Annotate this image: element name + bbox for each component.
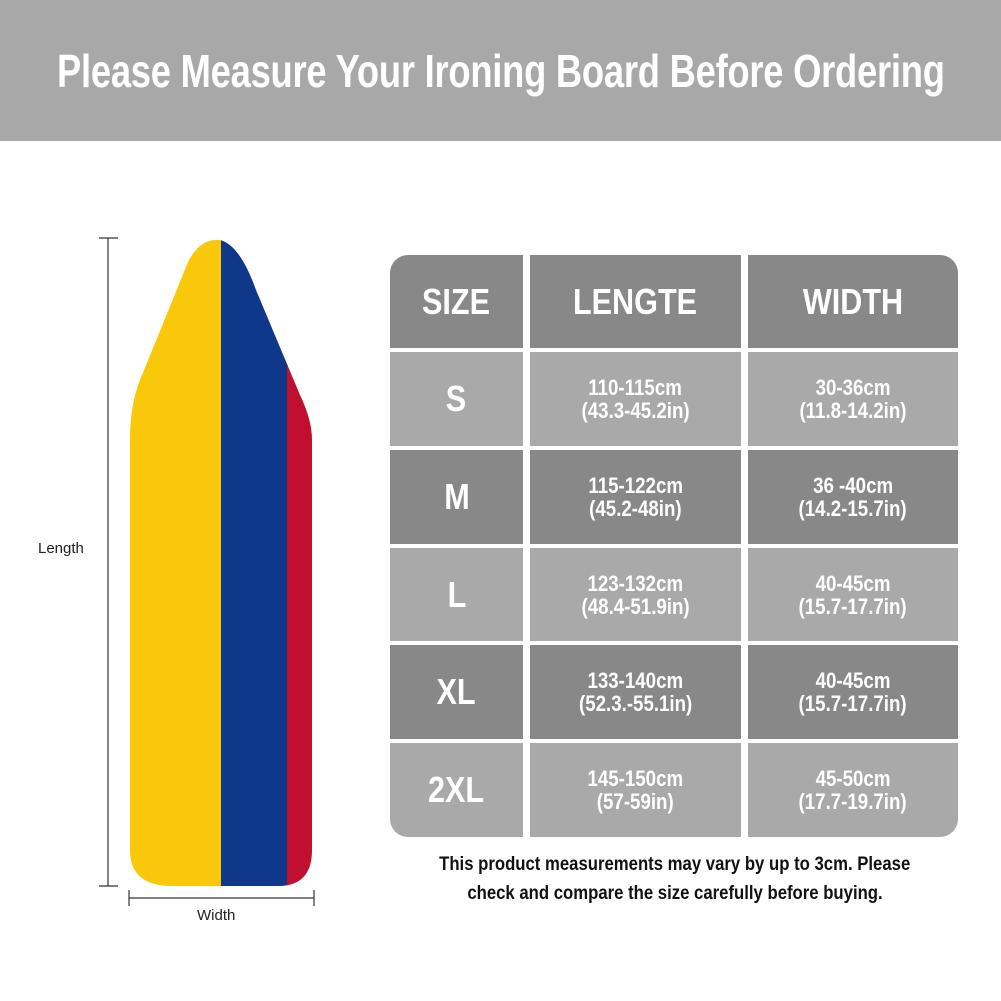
- header-width: WIDTH: [748, 255, 958, 348]
- page-title: Please Measure Your Ironing Board Before…: [56, 44, 945, 97]
- board-yellow-stripe: [130, 239, 222, 886]
- size-cell: XL: [390, 645, 523, 739]
- size-cell: 2XL: [390, 743, 523, 837]
- length-label: Length: [38, 540, 84, 557]
- width-cell: 36 -40cm (14.2-15.7in): [748, 450, 958, 544]
- header-size: SIZE: [390, 255, 523, 348]
- width-label: Width: [197, 907, 236, 924]
- size-cell: M: [390, 450, 523, 544]
- title-banner: Please Measure Your Ironing Board Before…: [0, 0, 1001, 141]
- width-dimension-line: [128, 890, 315, 906]
- length-cell: 145-150cm (57-59in): [530, 743, 741, 837]
- length-cell: 133-140cm (52.3.-55.1in): [530, 645, 741, 739]
- width-cell: 45-50cm (17.7-19.7in): [748, 743, 958, 837]
- size-cell: L: [390, 548, 523, 641]
- ironing-board: [130, 239, 312, 886]
- size-cell: S: [390, 352, 523, 446]
- width-cell: 40-45cm (15.7-17.7in): [748, 548, 958, 641]
- board-red-stripe: [287, 239, 312, 886]
- length-dimension-line: [99, 237, 118, 887]
- header-length: LENGTE: [530, 255, 741, 348]
- board-blue-stripe: [221, 239, 288, 886]
- length-cell: 123-132cm (48.4-51.9in): [530, 548, 741, 641]
- length-cell: 115-122cm (45.2-48in): [530, 450, 741, 544]
- width-cell: 30-36cm (11.8-14.2in): [748, 352, 958, 446]
- width-cell: 40-45cm (15.7-17.7in): [748, 645, 958, 739]
- disclaimer-note: This product measurements may vary by up…: [439, 854, 911, 904]
- length-cell: 110-115cm (43.3-45.2in): [530, 352, 741, 446]
